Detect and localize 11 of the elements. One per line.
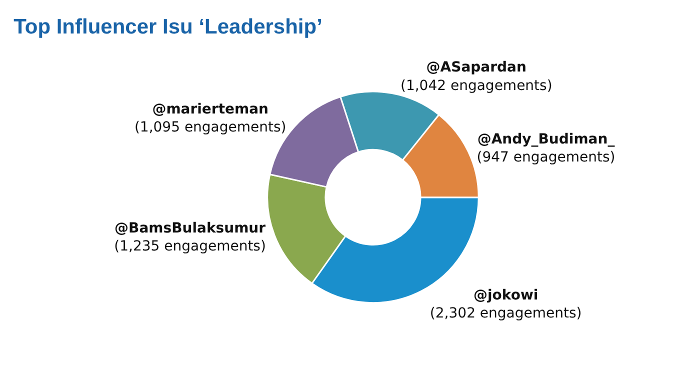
- chart-title: Top Influencer Isu ‘Leadership’: [14, 16, 322, 39]
- slice-label: @ASapardan: [426, 60, 526, 76]
- data-label: (947 engagements): [476, 149, 616, 166]
- slice-label: @jokowi: [473, 287, 538, 304]
- data-label: (1,095 engagements): [134, 120, 286, 136]
- slice-label: @marierteman: [152, 101, 269, 118]
- data-label: (2,302 engagements): [430, 306, 582, 322]
- data-label: (1,235 engagements): [114, 238, 266, 255]
- slice-label: @Andy_Budiman_: [477, 131, 615, 148]
- slice-label: @BamsBulaksumur: [114, 220, 266, 236]
- data-label: (1,042 engagements): [400, 78, 552, 94]
